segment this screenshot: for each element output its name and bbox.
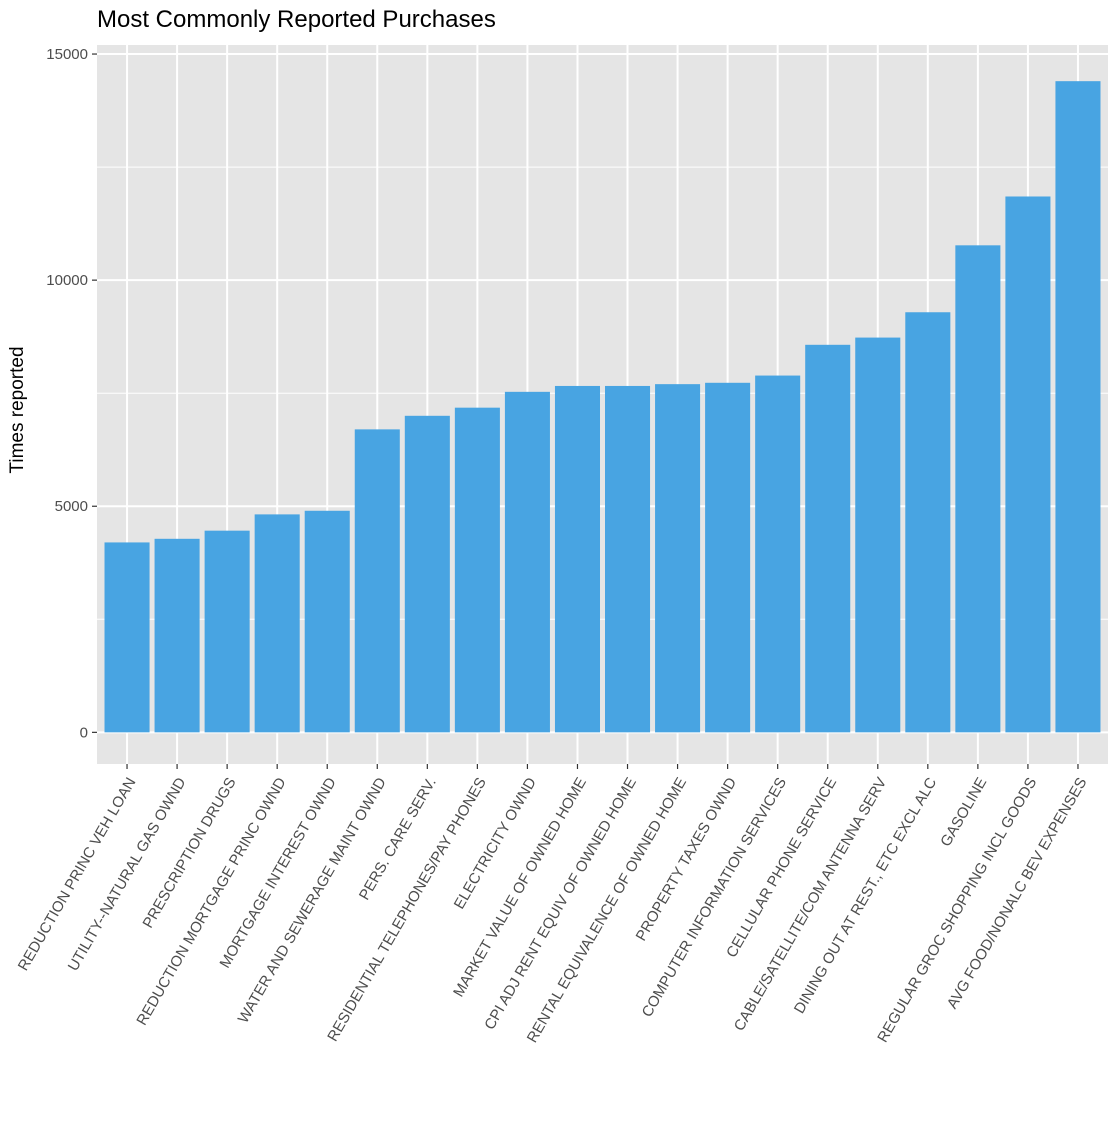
bar bbox=[855, 337, 901, 733]
bar bbox=[655, 384, 701, 733]
chart-title: Most Commonly Reported Purchases bbox=[97, 6, 496, 33]
bar bbox=[404, 415, 450, 733]
y-tick-label: 15000 bbox=[46, 46, 88, 63]
bar bbox=[504, 391, 550, 733]
bar bbox=[454, 407, 500, 733]
x-tick-label: PRESCRIPTION DRUGS bbox=[139, 775, 239, 931]
y-tick-label: 10000 bbox=[46, 272, 88, 289]
bar bbox=[605, 385, 651, 733]
bar bbox=[755, 375, 801, 733]
y-tick-label: 5000 bbox=[55, 498, 88, 515]
bar bbox=[354, 429, 400, 733]
bar bbox=[1005, 196, 1051, 733]
bar bbox=[304, 510, 350, 733]
y-tick-label: 0 bbox=[80, 724, 88, 741]
x-tick-label: PROPERTY TAXES OWND bbox=[633, 775, 741, 944]
x-tick-label: GASOLINE bbox=[937, 775, 990, 850]
bar bbox=[905, 312, 951, 733]
bar bbox=[1055, 81, 1101, 733]
bar bbox=[154, 538, 200, 733]
bar bbox=[204, 530, 250, 733]
y-axis-label: Times reported bbox=[7, 346, 28, 474]
bar bbox=[705, 382, 751, 733]
bar bbox=[104, 542, 150, 733]
bar bbox=[254, 514, 300, 733]
bar bbox=[955, 245, 1001, 733]
bar bbox=[805, 344, 851, 733]
bar bbox=[554, 385, 600, 733]
